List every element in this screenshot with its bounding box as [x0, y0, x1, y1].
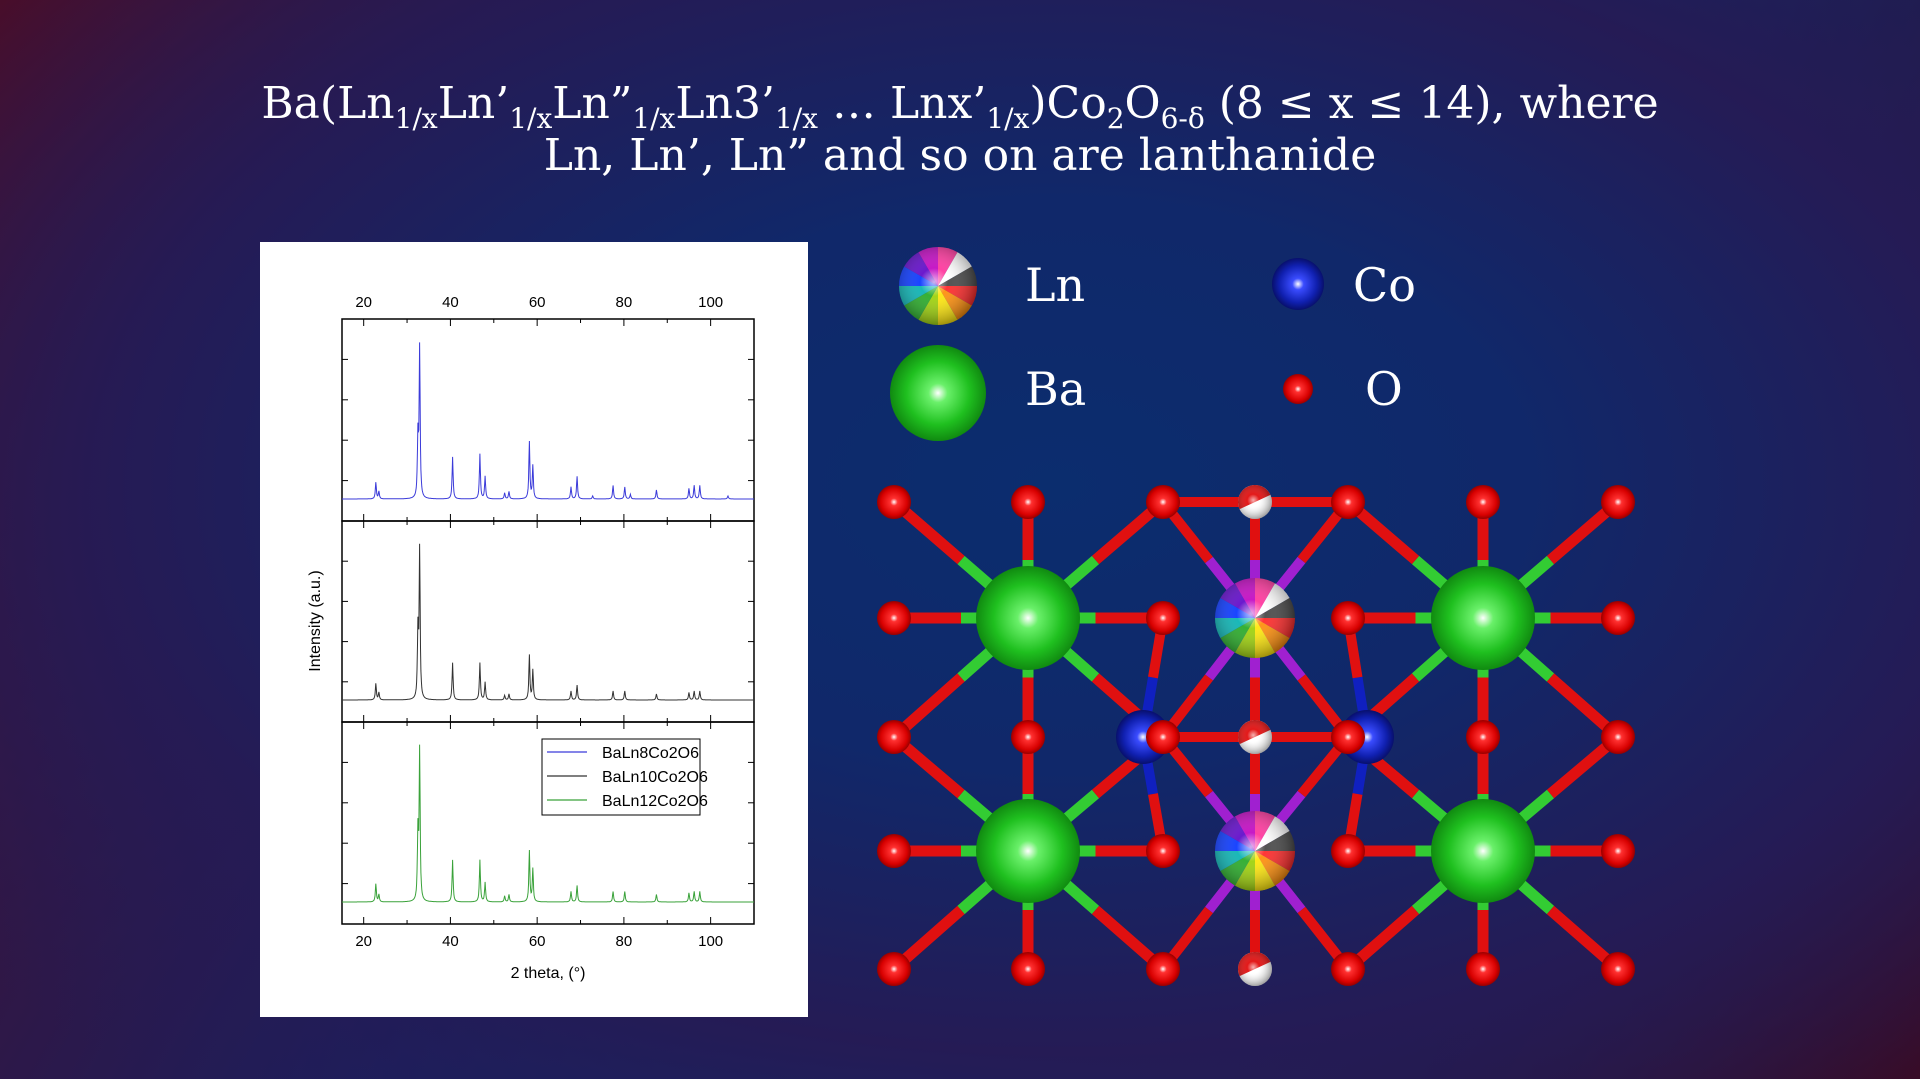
- co-key-label: Co: [1353, 258, 1416, 312]
- o-atom: [1331, 485, 1365, 519]
- y-axis-label: Intensity (a.u.): [307, 570, 324, 671]
- ln-atom: [1215, 578, 1295, 658]
- ba-atom: [1431, 799, 1535, 903]
- ba-atom: [976, 799, 1080, 903]
- x-tick-label-top: 20: [355, 294, 372, 311]
- x-tick-label: 80: [616, 933, 633, 950]
- o-atom: [1331, 952, 1365, 986]
- atoms: [877, 485, 1635, 986]
- ba-atom: [976, 566, 1080, 670]
- title-line-1: Ba(Ln1/xLn’1/xLn”1/xLn3’1/x … Lnx’1/x)Co…: [0, 78, 1920, 133]
- partial-o-atom: [1238, 720, 1272, 754]
- o-atom: [1466, 720, 1500, 754]
- x-tick-label: 60: [529, 933, 546, 950]
- o-atom: [1146, 720, 1180, 754]
- title-part: Ln”: [552, 78, 633, 129]
- o-atom: [1331, 601, 1365, 635]
- o-atom: [1146, 834, 1180, 868]
- legend-entry: BaLn12Co2O6: [602, 793, 708, 810]
- o-atom: [877, 834, 911, 868]
- o-atom: [1331, 720, 1365, 754]
- series-line-BaLn10Co2O6: [342, 543, 754, 701]
- o-key-label: O: [1365, 362, 1403, 416]
- o-atom: [1601, 834, 1635, 868]
- title-subscript: 1/x: [509, 102, 553, 135]
- title-part: )Co: [1029, 78, 1107, 129]
- partial-o-atom: [1238, 952, 1272, 986]
- series-line-BaLn12Co2O6: [342, 744, 754, 903]
- ba-atom: [1431, 566, 1535, 670]
- o-atom: [877, 720, 911, 754]
- title-part: … Lnx’: [817, 78, 987, 129]
- o-atom: [1146, 952, 1180, 986]
- ln-atom: [1215, 811, 1295, 891]
- x-tick-label-top: 100: [698, 294, 723, 311]
- o-atom: [1601, 952, 1635, 986]
- ba-key-label: Ba: [1025, 362, 1087, 416]
- partial-o-atom: [1238, 485, 1272, 519]
- o-atom: [1601, 601, 1635, 635]
- legend-entry: BaLn8Co2O6: [602, 745, 699, 762]
- o-atom: [1011, 952, 1045, 986]
- o-atom: [1011, 720, 1045, 754]
- o-atom: [1466, 485, 1500, 519]
- o-atom: [1601, 485, 1635, 519]
- o-atom: [1331, 834, 1365, 868]
- o-atom: [877, 485, 911, 519]
- x-tick-label-top: 80: [616, 294, 633, 311]
- o-atom: [1146, 601, 1180, 635]
- legend-entry: BaLn10Co2O6: [602, 769, 708, 786]
- x-axis-label: 2 theta, (°): [511, 965, 586, 982]
- title-subscript: 2: [1106, 102, 1125, 135]
- ln-key-label: Ln: [1025, 258, 1086, 312]
- xrd-chart: 20 20 40 40 60 60 80 80 100 100 2 theta, (°) Intens…: [307, 294, 755, 982]
- plot-frame: [341, 721, 755, 925]
- o-atom: [1146, 485, 1180, 519]
- title-part: Ba(Ln: [261, 78, 395, 129]
- x-tick-label: 40: [442, 933, 459, 950]
- slide-title: Ba(Ln1/xLn’1/xLn”1/xLn3’1/x … Lnx’1/x)Co…: [0, 78, 1920, 182]
- title-part: Ln’: [437, 78, 510, 129]
- x-tick-label-top: 60: [529, 294, 546, 311]
- title-subscript: 1/x: [394, 102, 438, 135]
- title-subscript: 6-δ: [1160, 102, 1205, 135]
- title-part: O: [1124, 78, 1161, 129]
- o-atom: [1466, 952, 1500, 986]
- title-line-2: Ln, Ln’, Ln” and so on are lanthanide: [543, 130, 1377, 181]
- xrd-chart-panel: 20 20 40 40 60 60 80 80 100 100 2 theta, (°) Intens…: [260, 242, 808, 1017]
- series-line-BaLn8Co2O6: [342, 342, 754, 500]
- o-atom: [1601, 720, 1635, 754]
- title-subscript: 1/x: [774, 102, 818, 135]
- chart-legend: BaLn8Co2O6 BaLn10Co2O6 BaLn12Co2O6: [541, 738, 708, 816]
- title-subscript: 1/x: [986, 102, 1030, 135]
- x-tick-label: 20: [355, 933, 372, 950]
- o-atom: [1011, 485, 1045, 519]
- x-tick-label: 100: [698, 933, 723, 950]
- title-subscript: 1/x: [632, 102, 676, 135]
- title-part: Ln3’: [675, 78, 775, 129]
- o-atom: [877, 601, 911, 635]
- title-part: (8 ≤ x ≤ 14), where: [1204, 78, 1659, 129]
- x-tick-label-top: 40: [442, 294, 459, 311]
- o-atom: [877, 952, 911, 986]
